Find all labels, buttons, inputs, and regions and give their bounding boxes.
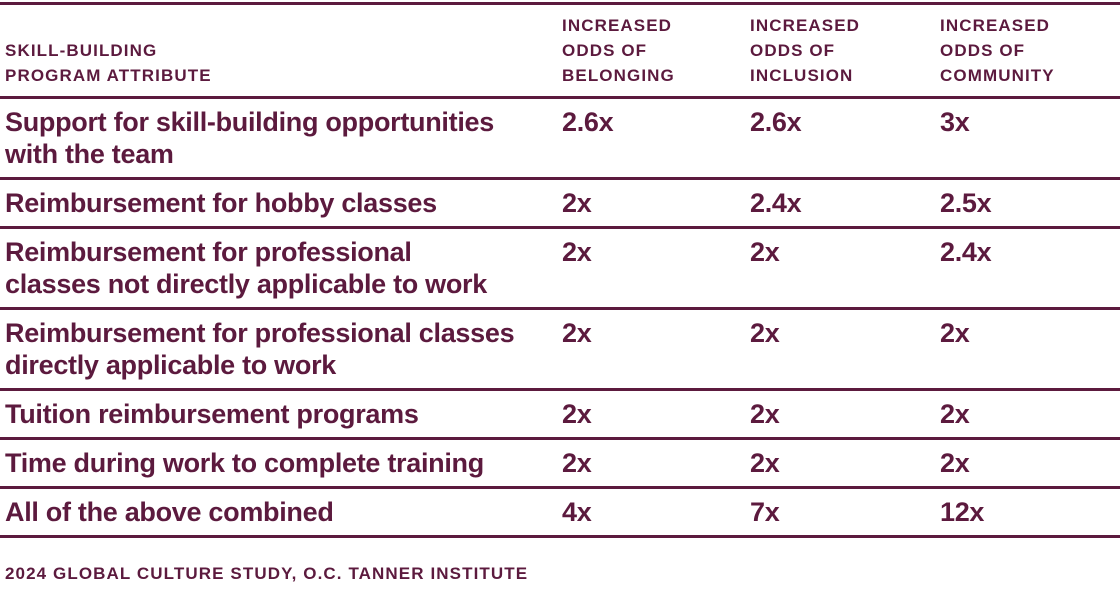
attribute-line: Time during work to complete training (5, 448, 484, 478)
inclusion-value: 2.6x (750, 107, 802, 137)
table-row: Time during work to complete training 2x… (0, 440, 1120, 489)
header-line: INCREASED (750, 16, 861, 35)
belonging-value: 2x (562, 318, 592, 348)
odds-table: SKILL-BUILDING PROGRAM ATTRIBUTE INCREAS… (0, 2, 1120, 538)
attribute-line: All of the above combined (5, 497, 334, 527)
attribute-line: classes not directly applicable to work (5, 269, 487, 299)
table-row: Tuition reimbursement programs 2x 2x 2x (0, 391, 1120, 440)
community-value: 2x (940, 318, 970, 348)
belonging-value: 2x (562, 237, 592, 267)
community-value: 2x (940, 448, 970, 478)
attribute-label: Reimbursement for hobby classes (0, 180, 562, 226)
inclusion-value: 2.4x (750, 188, 802, 218)
inclusion-value: 2x (750, 237, 780, 267)
source-citation: 2024 GLOBAL CULTURE STUDY, O.C. TANNER I… (5, 564, 529, 583)
attribute-line: Support for skill-building opportunities (5, 107, 494, 137)
header-line: SKILL-BUILDING (5, 41, 158, 60)
attribute-line: Reimbursement for professional classes (5, 318, 515, 348)
table-row: Support for skill-building opportunities… (0, 99, 1120, 180)
community-value: 2.5x (940, 188, 992, 218)
belonging-value: 2x (562, 399, 592, 429)
table-row: Reimbursement for professional classes n… (0, 229, 1120, 310)
belonging-value: 4x (562, 497, 592, 527)
table-row: All of the above combined 4x 7x 12x (0, 489, 1120, 538)
table-row: Reimbursement for professional classes d… (0, 310, 1120, 391)
attribute-line: directly applicable to work (5, 350, 336, 380)
header-line: INCREASED (940, 16, 1051, 35)
header-line: INCREASED (562, 16, 673, 35)
header-line: PROGRAM ATTRIBUTE (5, 66, 212, 85)
header-cell-inclusion: INCREASED ODDS OF INCLUSION (750, 5, 940, 96)
header-line: ODDS OF (750, 41, 836, 60)
header-line: ODDS OF (940, 41, 1026, 60)
header-cell-attribute: SKILL-BUILDING PROGRAM ATTRIBUTE (0, 5, 562, 96)
attribute-line: Tuition reimbursement programs (5, 399, 419, 429)
inclusion-value: 2x (750, 448, 780, 478)
attribute-line: Reimbursement for professional (5, 237, 412, 267)
attribute-label: Reimbursement for professional classes d… (0, 310, 562, 388)
header-line: BELONGING (562, 66, 675, 85)
belonging-value: 2x (562, 188, 592, 218)
attribute-label: Tuition reimbursement programs (0, 391, 562, 437)
community-value: 3x (940, 107, 970, 137)
header-line: ODDS OF (562, 41, 648, 60)
header-cell-community: INCREASED ODDS OF COMMUNITY (940, 5, 1120, 96)
attribute-label: Reimbursement for professional classes n… (0, 229, 562, 307)
community-value: 12x (940, 497, 985, 527)
header-line: COMMUNITY (940, 66, 1055, 85)
community-value: 2x (940, 399, 970, 429)
belonging-value: 2x (562, 448, 592, 478)
inclusion-value: 2x (750, 318, 780, 348)
attribute-line: Reimbursement for hobby classes (5, 188, 437, 218)
attribute-line: with the team (5, 139, 174, 169)
community-value: 2.4x (940, 237, 992, 267)
inclusion-value: 7x (750, 497, 780, 527)
header-cell-belonging: INCREASED ODDS OF BELONGING (562, 5, 750, 96)
attribute-label: Time during work to complete training (0, 440, 562, 486)
table-header-row: SKILL-BUILDING PROGRAM ATTRIBUTE INCREAS… (0, 5, 1120, 99)
attribute-label: All of the above combined (0, 489, 562, 535)
attribute-label: Support for skill-building opportunities… (0, 99, 562, 177)
table-row: Reimbursement for hobby classes 2x 2.4x … (0, 180, 1120, 229)
inclusion-value: 2x (750, 399, 780, 429)
header-line: INCLUSION (750, 66, 854, 85)
belonging-value: 2.6x (562, 107, 614, 137)
